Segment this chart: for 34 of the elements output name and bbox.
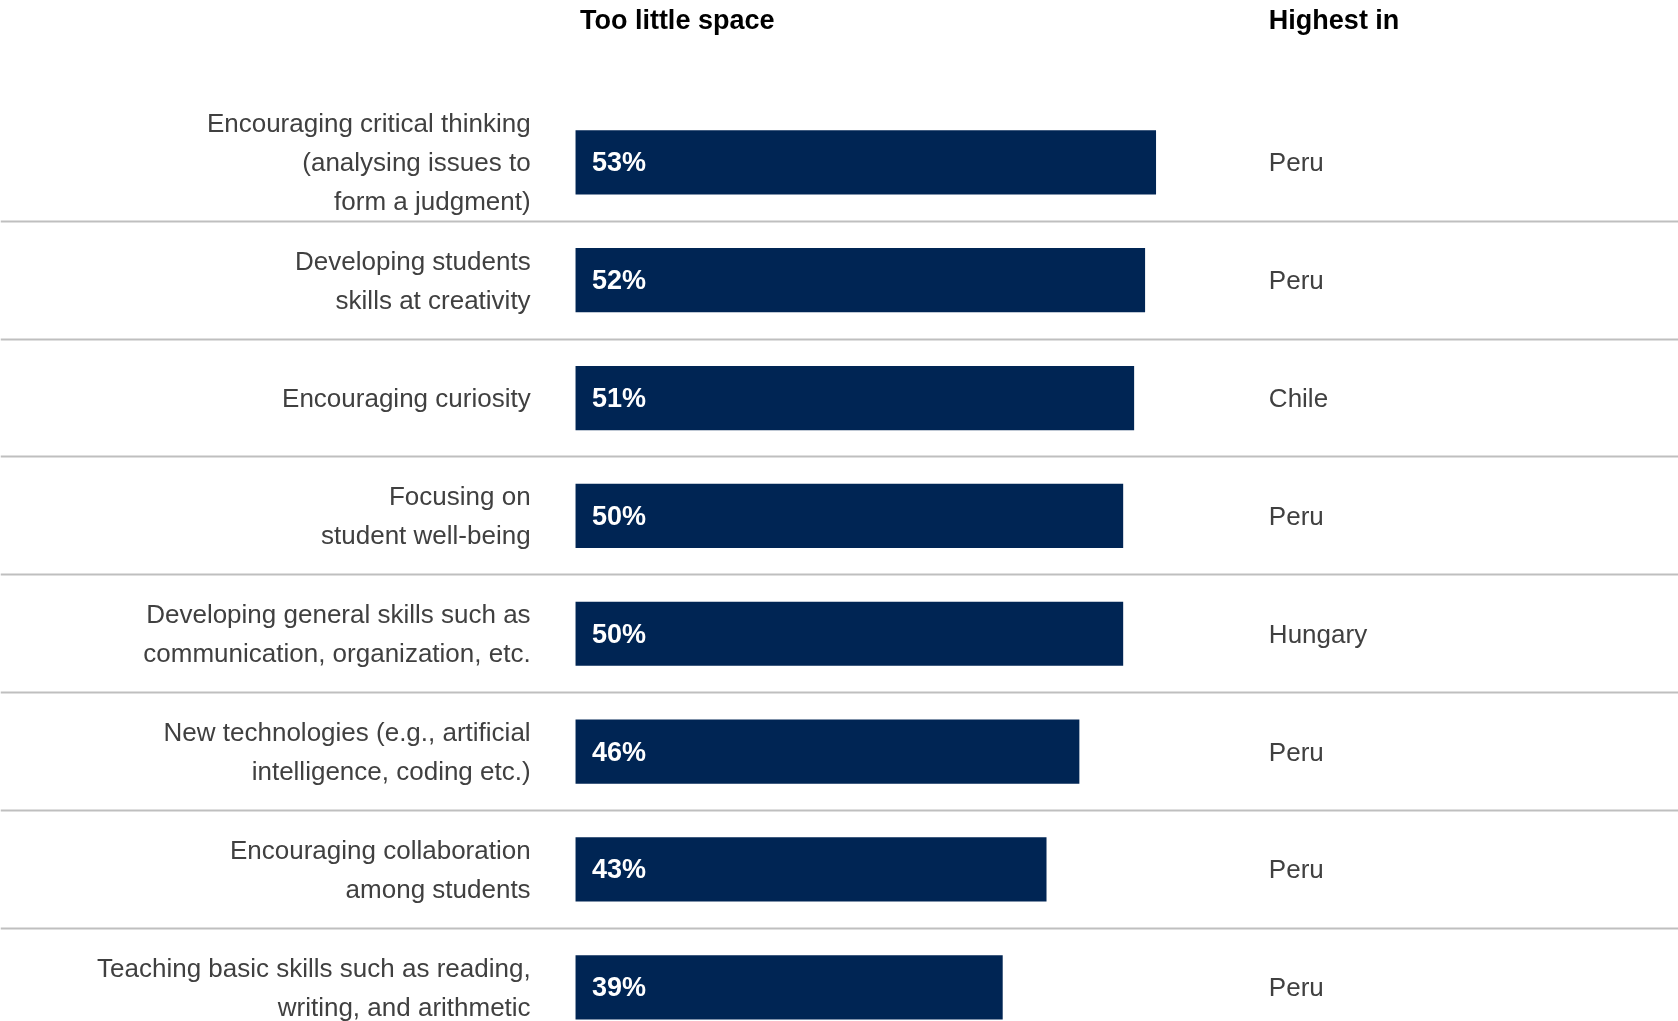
text: Highest in <box>1268 4 1400 35</box>
bar <box>575 483 1124 549</box>
y-tick-label: Encouraging curiosity <box>282 383 531 414</box>
y-tick-label: Developing general skills such as communication, organization, etc. <box>143 599 531 669</box>
y-tick-label: Encouraging critical thinking (analysing issues to form a judgment) <box>206 108 531 217</box>
data-label: 50% <box>591 618 647 649</box>
bar <box>575 955 1003 1020</box>
text: Hungary <box>1268 618 1368 649</box>
data-label: 51% <box>591 383 647 414</box>
bar <box>575 130 1157 195</box>
data-label: 53% <box>591 147 647 178</box>
text: Peru <box>1268 972 1324 1003</box>
text: Peru <box>1268 500 1324 531</box>
bar <box>575 248 1146 313</box>
text: Chile <box>1268 383 1329 414</box>
y-tick-label: Teaching basic skills such as reading, writing, and arithmetic <box>97 952 531 1021</box>
data-label: 52% <box>591 265 647 296</box>
text: Peru <box>1268 147 1324 178</box>
bar <box>575 837 1047 902</box>
bar <box>575 601 1124 666</box>
chart-title: Too little space <box>579 4 775 35</box>
bar <box>575 365 1135 431</box>
data-label: 50% <box>591 500 647 531</box>
text: Peru <box>1268 854 1324 885</box>
text: Peru <box>1268 736 1324 767</box>
data-label: 43% <box>591 854 647 885</box>
y-tick-label: New technologies (e.g., artificial intelligence, coding etc.) <box>163 717 531 787</box>
data-label: 39% <box>591 972 647 1003</box>
data-label: 46% <box>591 736 647 767</box>
y-tick-label: Focusing on student well-being <box>321 481 531 551</box>
y-tick-label: Developing students skills at creativity <box>295 245 531 315</box>
bar <box>575 719 1080 784</box>
y-tick-label: Encouraging collaboration among students <box>229 834 531 904</box>
text: Peru <box>1268 265 1324 296</box>
